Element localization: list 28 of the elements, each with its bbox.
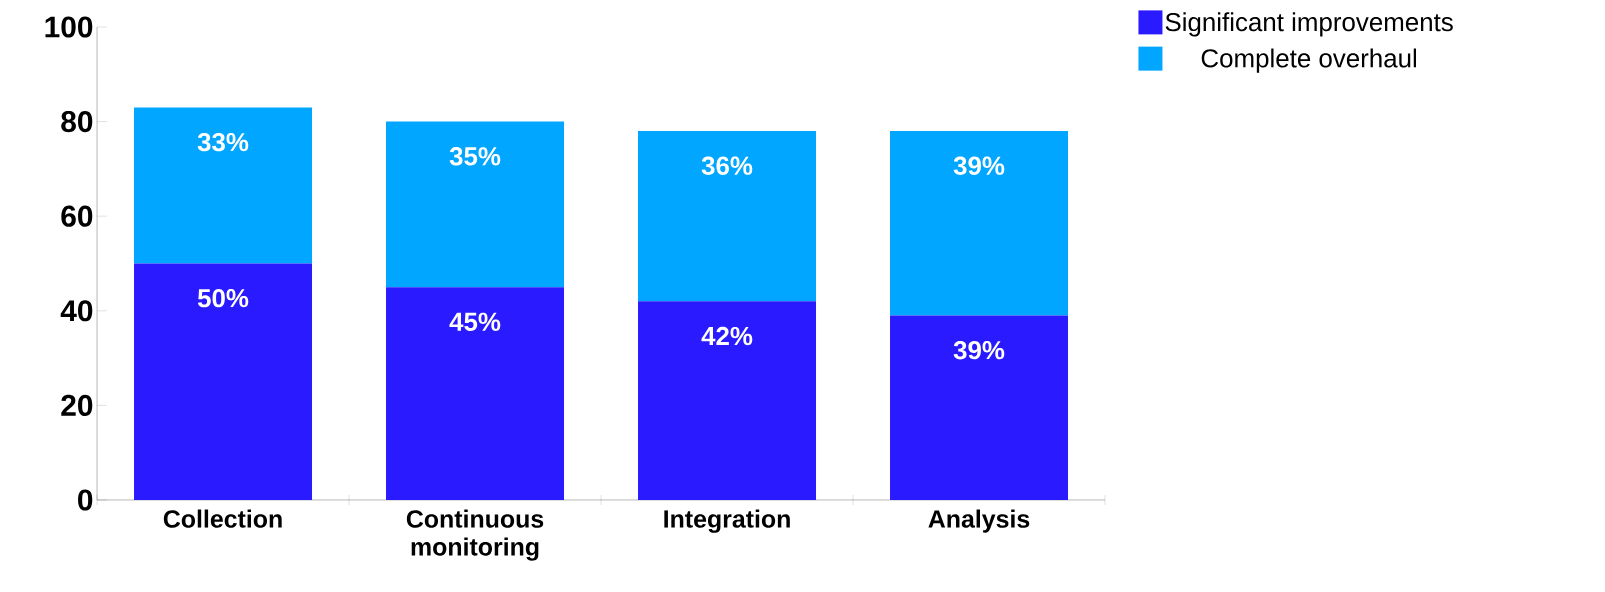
x-tick-label: Analysis — [928, 509, 1030, 533]
y-tick-label: 40 — [60, 300, 93, 322]
legend-label: Complete overhaul — [1201, 48, 1417, 73]
y-tick-label: 100 — [45, 16, 93, 38]
data-label: 45% — [449, 312, 501, 331]
data-label: 39% — [953, 156, 1005, 175]
data-label: 36% — [701, 156, 753, 175]
x-tick-label: Integration — [664, 509, 790, 533]
data-label: 33% — [197, 132, 249, 152]
bar — [134, 263, 313, 500]
bar — [386, 121, 565, 288]
x-tick-label: Continuous monitoring — [406, 509, 544, 561]
y-tick-label: 20 — [61, 394, 93, 416]
bar — [638, 131, 817, 302]
x-tick-label: Collection — [163, 509, 282, 528]
legend-label: Significant improvements — [1165, 12, 1453, 37]
bar — [890, 315, 1069, 500]
y-tick-label: 80 — [61, 111, 93, 133]
bar — [386, 287, 565, 500]
data-label: 35% — [449, 147, 501, 166]
bar — [890, 131, 1069, 316]
data-label: 50% — [197, 289, 249, 308]
y-tick-label: 60 — [61, 205, 93, 227]
data-label: 42% — [701, 326, 753, 346]
bar — [638, 301, 817, 500]
bar — [134, 107, 313, 264]
y-tick-label: 0 — [78, 489, 93, 511]
data-label: 39% — [953, 341, 1005, 360]
